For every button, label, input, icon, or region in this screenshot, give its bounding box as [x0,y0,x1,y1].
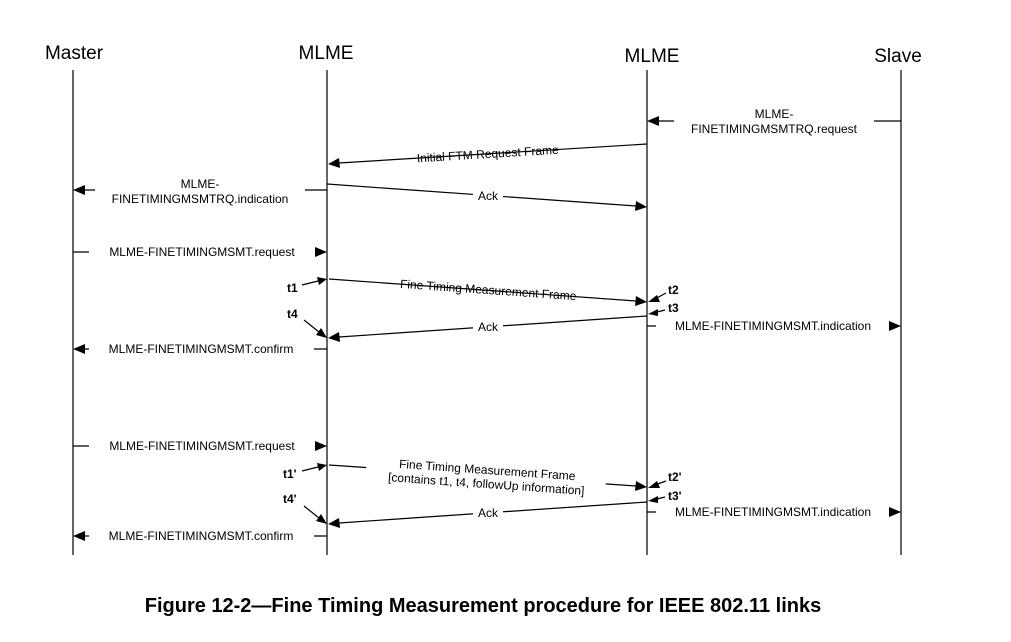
msmt-request-1-label: MLME-FINETIMINGMSMT.request [109,245,295,259]
master-indication-label-1: MLME- [181,177,220,191]
message-initial-ftm-request: Initial FTM Request Frame [328,143,648,168]
timestamp-t2: t2 [648,283,679,302]
message-msmt-request-1: MLME-FINETIMINGMSMT.request [73,244,327,260]
message-ack-2: Ack [328,315,648,342]
msmt-indication-2-label: MLME-FINETIMINGMSMT.indication [675,505,871,519]
ack-3-label: Ack [478,506,499,520]
ack-2-label: Ack [478,320,499,334]
timestamp-t4: t4 [287,307,327,338]
slave-request-label-2: FINETIMINGMSMTRQ.request [691,122,858,136]
message-msmt-request-2: MLME-FINETIMINGMSMT.request [73,438,327,454]
msmt-indication-1-label: MLME-FINETIMINGMSMT.indication [675,319,871,333]
t4-prime-label: t4' [283,492,297,506]
initial-ftm-request-label: Initial FTM Request Frame [416,143,559,166]
message-ack-1: Ack [326,183,647,211]
msmt-confirm-2-label: MLME-FINETIMINGMSMT.confirm [109,529,294,543]
header-slave: Slave [874,46,922,67]
master-indication-label-2: FINETIMINGMSMTRQ.indication [112,192,289,206]
timestamp-t1: t1 [287,277,327,295]
t1-label: t1 [287,281,298,295]
timestamp-t2-prime: t2' [648,470,682,488]
t3-label: t3 [668,301,679,315]
ack-1-label: Ack [478,189,499,203]
header-master: Master [45,43,104,64]
t4-label: t4 [287,307,298,321]
message-master-indication: MLME- FINETIMINGMSMTRQ.indication [73,176,327,206]
message-ftm-frame-2: Fine Timing Measurement Frame [contains … [328,449,647,503]
header-mlme-left: MLME [299,43,354,64]
slave-request-label-1: MLME- [755,107,794,121]
t3-prime-label: t3' [668,489,682,503]
msmt-confirm-1-label: MLME-FINETIMINGMSMT.confirm [109,342,294,356]
message-msmt-indication-1: MLME-FINETIMINGMSMT.indication [647,318,901,334]
message-msmt-confirm-2: MLME-FINETIMINGMSMT.confirm [73,528,327,544]
timestamp-t3-prime: t3' [648,489,682,503]
message-slave-request: MLME- FINETIMINGMSMTRQ.request [647,106,901,136]
figure-caption: Figure 12-2—Fine Timing Measurement proc… [145,595,822,617]
t2-label: t2 [668,283,679,297]
header-mlme-right: MLME [625,46,680,67]
message-msmt-confirm-1: MLME-FINETIMINGMSMT.confirm [73,341,327,357]
t1-prime-label: t1' [283,467,297,481]
timestamp-t3: t3 [648,301,679,316]
timestamp-t1-prime: t1' [283,463,327,481]
t2-prime-label: t2' [668,470,682,484]
msmt-request-2-label: MLME-FINETIMINGMSMT.request [109,439,295,453]
timestamp-t4-prime: t4' [283,492,327,524]
message-msmt-indication-2: MLME-FINETIMINGMSMT.indication [647,504,901,520]
ftm-frame-1-label: Fine Timing Measurement Frame [400,277,578,303]
message-ftm-frame-1: Fine Timing Measurement Frame [328,277,647,306]
message-ack-3: Ack [328,501,648,528]
